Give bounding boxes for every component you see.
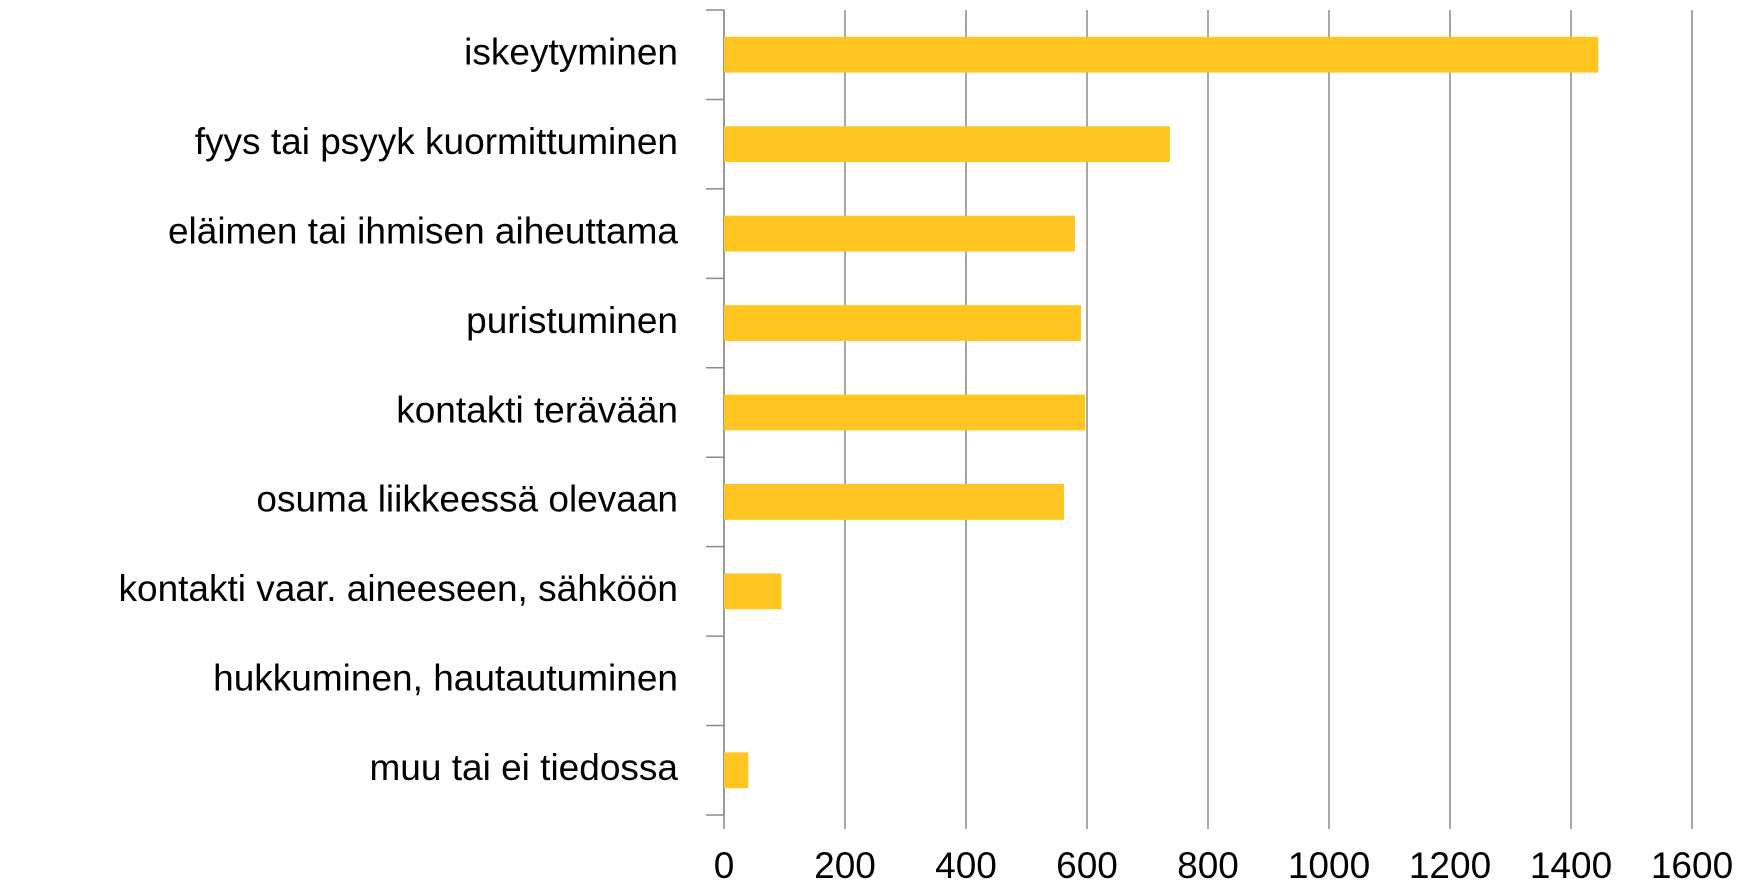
x-tick-label: 0 [714, 845, 735, 886]
bar [724, 215, 1075, 252]
y-tick-label: kontakti vaar. aineeseen, sähköön [119, 568, 679, 609]
x-tick-label: 1200 [1409, 845, 1491, 886]
y-tick-label: puristuminen [466, 300, 678, 341]
x-tick-label: 600 [1056, 845, 1118, 886]
y-tick-label: hukkuminen, hautautuminen [213, 658, 678, 699]
bar [724, 36, 1599, 73]
y-tick-label: iskeytyminen [464, 32, 678, 73]
x-tick-label: 1400 [1530, 845, 1612, 886]
bar [724, 484, 1065, 520]
y-tick-label: muu tai ei tiedossa [369, 747, 678, 788]
bar [724, 305, 1081, 341]
x-tick-label: 1600 [1651, 845, 1733, 886]
y-tick-label: eläimen tai ihmisen aiheuttama [168, 210, 678, 251]
x-tick-label: 400 [935, 845, 997, 886]
bar [724, 126, 1170, 163]
x-tick-label: 800 [1177, 845, 1239, 886]
x-tick-label: 200 [814, 845, 876, 886]
bar [724, 394, 1086, 431]
y-tick-label: kontakti terävään [396, 389, 678, 430]
x-tick-label: 1000 [1288, 845, 1370, 886]
y-tick-label: fyys tai psyyk kuormittuminen [195, 121, 678, 162]
bar [724, 573, 782, 610]
y-tick-label: osuma liikkeessä olevaan [256, 479, 678, 520]
bar [724, 752, 749, 789]
